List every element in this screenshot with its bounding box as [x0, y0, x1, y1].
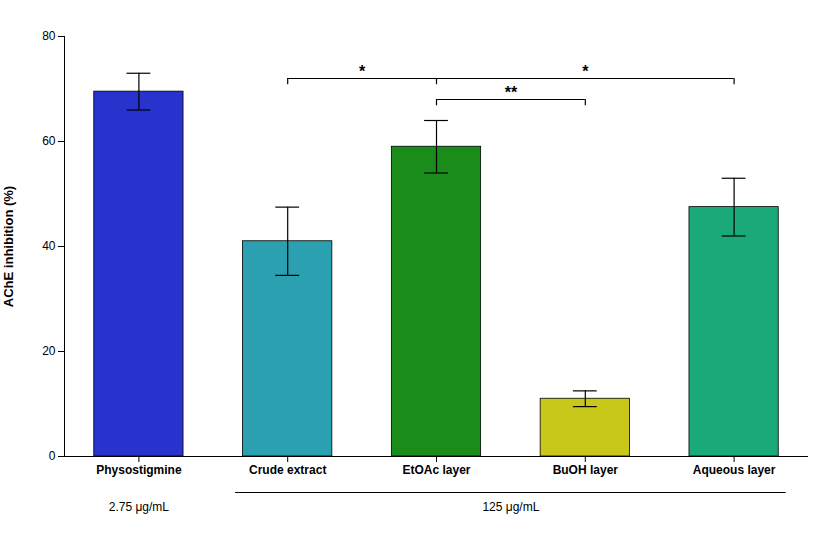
svg-text:Aqueous layer: Aqueous layer [693, 463, 776, 477]
svg-text:60: 60 [42, 134, 56, 148]
svg-text:125 μg/mL: 125 μg/mL [482, 500, 539, 514]
svg-text:80: 80 [42, 29, 56, 43]
svg-text:BuOH layer: BuOH layer [553, 463, 619, 477]
svg-text:20: 20 [42, 344, 56, 358]
svg-text:0: 0 [49, 449, 56, 463]
svg-text:*: * [359, 63, 366, 80]
svg-text:**: ** [505, 84, 518, 101]
svg-text:Crude extract: Crude extract [249, 463, 326, 477]
svg-text:AChE inhibition (%): AChE inhibition (%) [1, 186, 16, 307]
svg-text:40: 40 [42, 239, 56, 253]
svg-text:EtOAc layer: EtOAc layer [402, 463, 470, 477]
svg-text:Physostigmine: Physostigmine [96, 463, 182, 477]
svg-text:*: * [582, 63, 589, 80]
svg-text:2.75 μg/mL: 2.75 μg/mL [109, 500, 170, 514]
